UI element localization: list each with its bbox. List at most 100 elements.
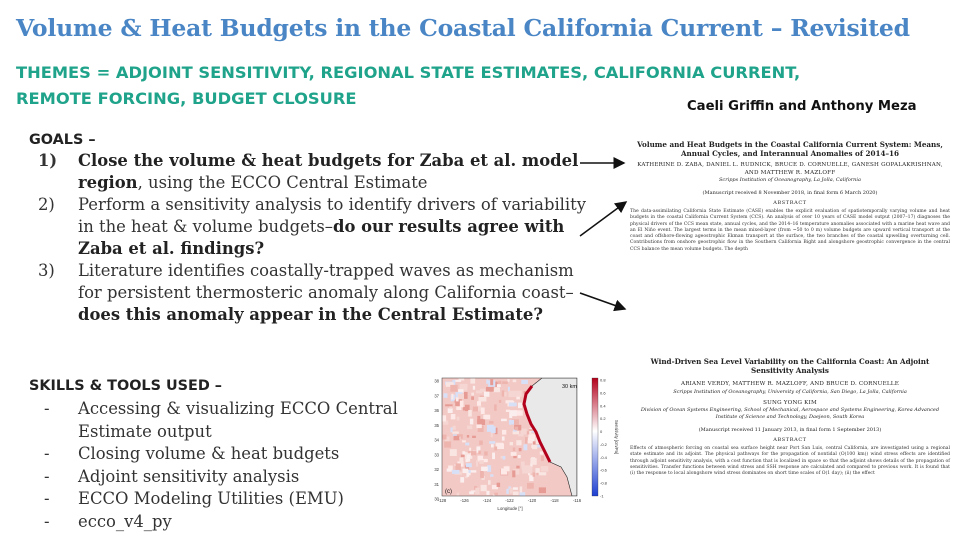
map-cell <box>497 380 502 385</box>
y-tick-label: 33 <box>434 452 439 457</box>
colorbar-tick-label: 0.6 <box>600 390 606 395</box>
map-cell <box>458 378 465 381</box>
map-cell <box>459 457 464 464</box>
map-cell <box>442 434 447 440</box>
x-ticks: -128 -126 -124 -122 -120 -118 -116 <box>438 498 582 503</box>
map-cell <box>510 452 517 456</box>
map-cell <box>458 393 465 400</box>
colorbar <box>591 377 599 497</box>
map-cell <box>462 451 466 455</box>
map-cell <box>494 446 498 451</box>
map-cell <box>508 419 514 425</box>
skill-item: - Accessing & visualizing ECCO Central Es… <box>44 399 398 441</box>
map-cell <box>496 482 501 487</box>
map-cell <box>513 487 518 490</box>
map-cell <box>460 384 468 387</box>
map-cell <box>503 392 507 397</box>
goal-item: 2) Perform a sensitivity analysis to iden… <box>38 194 598 260</box>
map-cell <box>518 448 522 452</box>
map-noise <box>442 378 549 496</box>
map-cell <box>471 451 477 456</box>
map-cell <box>486 425 494 432</box>
goal-number: 2) <box>38 195 55 214</box>
map-cell <box>476 460 479 467</box>
map-cell <box>444 436 450 442</box>
map-cell <box>442 420 449 425</box>
map-cell <box>502 455 506 460</box>
colorbar-tick-label: -0.4 <box>600 455 608 460</box>
map-cell <box>477 455 483 462</box>
map-cell <box>460 454 465 458</box>
skill-item: - ECCO Modeling Utilities (EMU) <box>44 489 344 508</box>
map-cell <box>480 471 484 479</box>
map-cell <box>521 464 524 470</box>
map-cell <box>527 440 533 444</box>
map-cell <box>483 391 490 397</box>
skill-item: - ecco_v4_py <box>44 511 172 531</box>
map-cell <box>507 386 510 392</box>
map-cell <box>516 465 520 469</box>
map-cell <box>449 449 457 456</box>
y-tick-label: 37 <box>434 393 439 398</box>
map-cell <box>514 426 519 431</box>
map-cell <box>452 379 456 386</box>
map-cell <box>494 404 497 411</box>
themes-line: THEMES = ADJOINT SENSITIVITY, REGIONAL S… <box>16 63 801 108</box>
map-cell <box>508 402 517 407</box>
goal-number: 1) <box>38 151 58 170</box>
y-tick-label: 38 <box>434 379 439 384</box>
map-cell <box>478 450 481 455</box>
map-cell <box>520 428 527 435</box>
map-cell <box>503 466 510 472</box>
map-cell <box>450 414 456 420</box>
map-cell <box>458 389 464 393</box>
map-cell <box>496 384 501 387</box>
map-cell <box>480 484 487 492</box>
map-cell <box>476 424 482 429</box>
map-cell <box>501 436 505 441</box>
y-tick-label: 34 <box>434 438 439 443</box>
map-cell <box>522 465 531 473</box>
map-cell <box>505 400 514 404</box>
map-cell <box>514 410 523 415</box>
map-cell <box>456 492 460 496</box>
map-cell <box>518 402 523 409</box>
map-cell <box>506 488 509 494</box>
map-cell <box>486 379 489 384</box>
map-cell <box>456 416 460 421</box>
map-cell <box>491 485 498 490</box>
map-cell <box>490 432 493 438</box>
colorbar-tick-label: 0.2 <box>600 416 606 421</box>
map-cell <box>467 451 471 454</box>
x-tick-label: -128 <box>438 498 447 503</box>
map-cell <box>509 487 513 494</box>
map-cell <box>528 429 533 431</box>
map-cell <box>464 392 468 399</box>
map-cell <box>489 421 494 424</box>
map-cell <box>528 434 536 440</box>
map-cell <box>472 406 478 412</box>
colorbar-tick-label: -1 <box>600 494 604 499</box>
map-cell <box>479 440 483 445</box>
map-cell <box>465 465 470 472</box>
map-cell <box>513 429 517 432</box>
map-cell <box>483 414 490 420</box>
map-cell <box>484 451 488 456</box>
map-cell <box>466 435 470 438</box>
map-cell <box>460 477 465 483</box>
map-cell <box>492 494 495 496</box>
map-cell <box>508 390 517 398</box>
map-cell <box>469 418 474 425</box>
map-cell <box>445 382 454 387</box>
map-cell <box>502 381 508 384</box>
map-cell <box>477 425 484 432</box>
colorbar-tick-label: 0 <box>600 429 603 434</box>
skills-heading: SKILLS & TOOLS USED – <box>29 378 223 394</box>
map-cell <box>444 441 452 448</box>
map-cell <box>480 388 486 392</box>
map-cell <box>481 466 488 472</box>
goal-item: 3) Literature identifies coastally-trappe… <box>38 260 598 326</box>
map-cell <box>527 437 535 442</box>
map-cell <box>532 472 535 477</box>
map-cell <box>538 487 546 494</box>
